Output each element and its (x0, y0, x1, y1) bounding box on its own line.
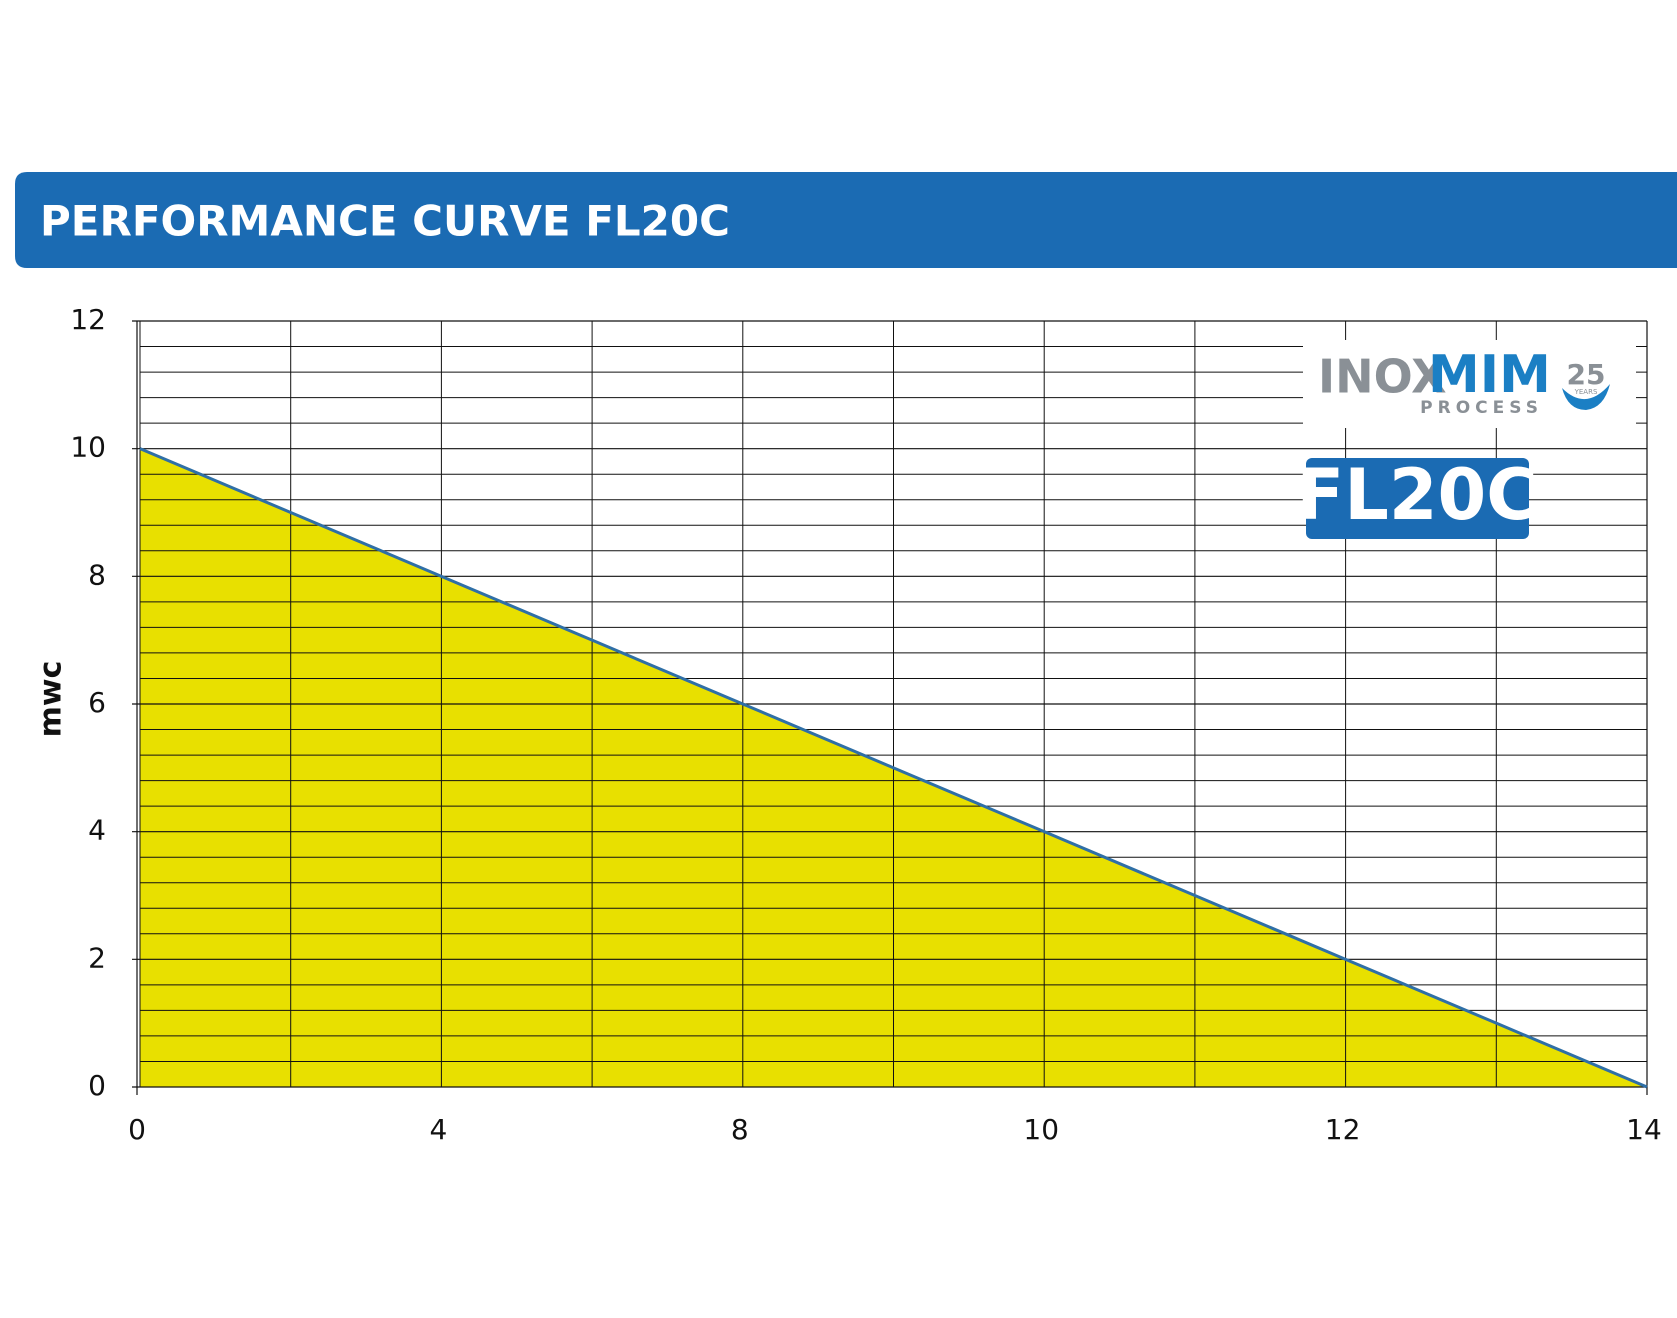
header-banner (15, 172, 1677, 268)
logo-box (1303, 340, 1636, 428)
logo-mim: MIM (1428, 345, 1551, 405)
logo-years: YEARS (1574, 388, 1598, 396)
line (139, 447, 1648, 1089)
y-tick-label: 6 (88, 686, 106, 719)
y-tick-label: 8 (88, 558, 106, 591)
header-title: PERFORMANCE CURVE FL20C (40, 197, 730, 246)
y-tick-label: 12 (70, 303, 106, 336)
x-tick-label: 10 (1023, 1113, 1059, 1146)
plot: 0 2 4 6 8 10 12 0 4 8 10 12 14 mwc (34, 303, 1662, 1146)
logo-inox: INOX (1318, 350, 1447, 404)
y-tick-label: 4 (88, 814, 106, 847)
x-tick-label: 4 (429, 1113, 447, 1146)
logo-process: PROCESS (1420, 398, 1543, 418)
y-tick-label: 2 (88, 941, 106, 974)
y-tick-label: 0 (88, 1069, 106, 1102)
x-tick-label: 8 (731, 1113, 749, 1146)
y-axis-label: mwc (34, 661, 69, 738)
x-tick-label: 14 (1626, 1113, 1662, 1146)
model-badge-text: FL20C (1296, 454, 1537, 536)
logo: INOX MIM PROCESS 25 YEARS FL20C (1296, 340, 1636, 539)
x-tick-label: 12 (1325, 1113, 1361, 1146)
x-tick-label: 0 (128, 1113, 146, 1146)
y-tick-label: 10 (70, 431, 106, 464)
model-badge (1306, 458, 1529, 539)
logo-25: 25 (1567, 358, 1606, 391)
logo-wave (1562, 384, 1610, 410)
